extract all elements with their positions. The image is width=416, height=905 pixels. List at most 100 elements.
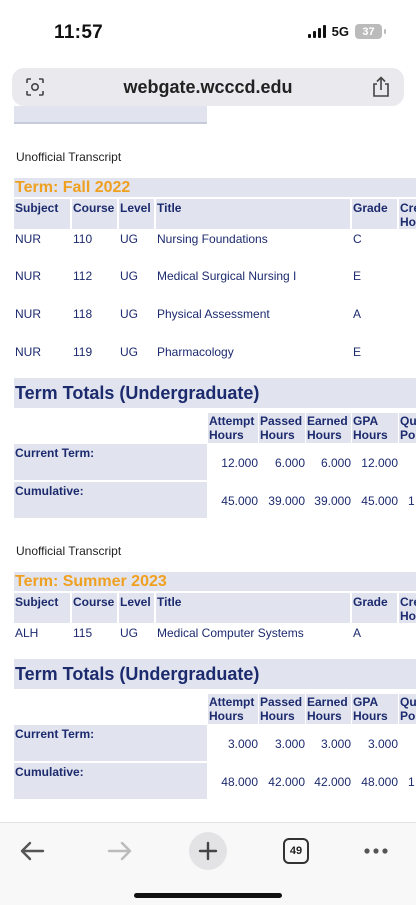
col-passed-line2: Hours (260, 709, 295, 723)
col-grade: Grade (352, 199, 397, 229)
col-passed-line1: Passed (260, 695, 303, 709)
cell-title: Nursing Foundations (157, 232, 268, 246)
cell-level: UG (120, 307, 138, 321)
col-earned-line1: Earned (307, 414, 348, 428)
current-attempt-hours: 3.000 (227, 737, 258, 751)
signal-icon (307, 25, 326, 38)
back-button[interactable] (10, 831, 54, 871)
plus-icon (198, 841, 218, 861)
cell-course: 112 (73, 269, 93, 283)
cell-grade: A (353, 307, 362, 321)
col-gpa-line2: Hours (353, 709, 388, 723)
col-credit-line2: Ho (400, 215, 416, 229)
term-title: Term: Fall 2022 (14, 178, 416, 197)
cumulative-quality-points: 1 (408, 494, 415, 508)
current-term-label: Current Term: (14, 725, 207, 761)
home-indicator[interactable] (134, 893, 282, 898)
back-arrow-icon (20, 841, 45, 861)
forward-button[interactable] (98, 831, 142, 871)
page-content: Unofficial Transcript Term: Fall 2022 Su… (0, 106, 416, 822)
col-passed-line2: Hours (260, 428, 295, 442)
col-quality-points: Qu Po (399, 413, 416, 443)
col-earned-line1: Earned (307, 695, 348, 709)
col-gpa-hours: GPA Hours (352, 694, 398, 724)
previous-section-stub (14, 106, 207, 124)
col-credit-line2: Ho (400, 609, 416, 623)
col-course: Course (72, 199, 117, 229)
col-attempt-line2: Hours (209, 428, 244, 442)
col-level: Level (119, 199, 154, 229)
plus-circle (189, 832, 227, 870)
forward-arrow-icon (107, 841, 132, 861)
cell-course: 110 (73, 232, 93, 246)
cell-subject: NUR (15, 232, 41, 246)
cell-course: 115 (73, 626, 93, 640)
term-totals-title: Term Totals (Undergraduate) (14, 659, 416, 689)
cumulative-earned-hours: 42.000 (314, 775, 351, 789)
col-subject: Subject (14, 199, 70, 229)
page-settings-icon[interactable] (26, 78, 44, 96)
col-attempt-line1: Attempt (209, 414, 255, 428)
col-gpa-line1: GPA (353, 695, 379, 709)
term-totals-title: Term Totals (Undergraduate) (14, 378, 416, 408)
term-title: Term: Summer 2023 (14, 572, 416, 591)
current-earned-hours: 6.000 (320, 456, 351, 470)
col-gpa-line1: GPA (353, 414, 379, 428)
col-attempt-line1: Attempt (209, 695, 255, 709)
cell-level: UG (120, 626, 138, 640)
url-text[interactable]: webgate.wcccd.edu (123, 77, 293, 97)
col-quality-line2: Po (400, 709, 416, 723)
cell-grade: C (353, 232, 362, 246)
cell-title: Pharmacology (157, 345, 234, 359)
current-gpa-hours: 12.000 (361, 456, 398, 470)
col-earned-hours: Earned Hours (306, 413, 351, 443)
col-quality-points: Qu Po (399, 694, 416, 724)
col-quality-line2: Po (400, 428, 416, 442)
cumulative-passed-hours: 42.000 (268, 775, 305, 789)
more-icon (364, 848, 388, 854)
tabs-button[interactable]: 49 (274, 831, 318, 871)
col-passed-line1: Passed (260, 414, 303, 428)
col-gpa-line2: Hours (353, 428, 388, 442)
cumulative-attempt-hours: 48.000 (221, 775, 258, 789)
cell-level: UG (120, 232, 138, 246)
cell-title: Medical Surgical Nursing I (157, 269, 297, 283)
cumulative-quality-points: 1 (408, 775, 415, 789)
cumulative-label: Cumulative: (14, 763, 207, 799)
cell-level: UG (120, 269, 138, 283)
current-term-label: Current Term: (14, 444, 207, 480)
cumulative-label: Cumulative: (14, 482, 207, 518)
more-button[interactable] (354, 831, 398, 871)
cell-subject: NUR (15, 307, 41, 321)
browser-toolbar: 49 (0, 822, 416, 905)
col-title: Title (156, 199, 350, 229)
cell-grade: E (353, 345, 362, 359)
col-credit-line1: Cre (400, 201, 416, 215)
cumulative-gpa-hours: 45.000 (361, 494, 398, 508)
col-level: Level (119, 593, 154, 623)
col-credit: CreHo (399, 199, 416, 229)
current-passed-hours: 3.000 (274, 737, 305, 751)
status-bar: 11:57 5G 37 (0, 0, 416, 62)
col-earned-line2: Hours (307, 428, 342, 442)
new-tab-button[interactable] (186, 831, 230, 871)
current-gpa-hours: 3.000 (367, 737, 398, 751)
col-attempt-hours: Attempt Hours (208, 694, 258, 724)
col-credit-line1: Cre (400, 595, 416, 609)
unofficial-transcript-label: Unofficial Transcript (16, 544, 122, 558)
col-passed-hours: Passed Hours (259, 694, 305, 724)
col-title: Title (156, 593, 350, 623)
share-icon[interactable] (372, 76, 390, 98)
col-gpa-hours: GPA Hours (352, 413, 398, 443)
status-time: 11:57 (54, 22, 104, 43)
col-attempt-hours: Attempt Hours (208, 413, 258, 443)
address-bar[interactable]: webgate.wcccd.edu (12, 68, 404, 106)
col-earned-line2: Hours (307, 709, 342, 723)
col-attempt-line2: Hours (209, 709, 244, 723)
battery-icon: 37 (355, 24, 386, 39)
unofficial-transcript-label: Unofficial Transcript (16, 150, 122, 164)
col-earned-hours: Earned Hours (306, 694, 351, 724)
cumulative-attempt-hours: 45.000 (221, 494, 258, 508)
cumulative-passed-hours: 39.000 (268, 494, 305, 508)
cumulative-earned-hours: 39.000 (314, 494, 351, 508)
